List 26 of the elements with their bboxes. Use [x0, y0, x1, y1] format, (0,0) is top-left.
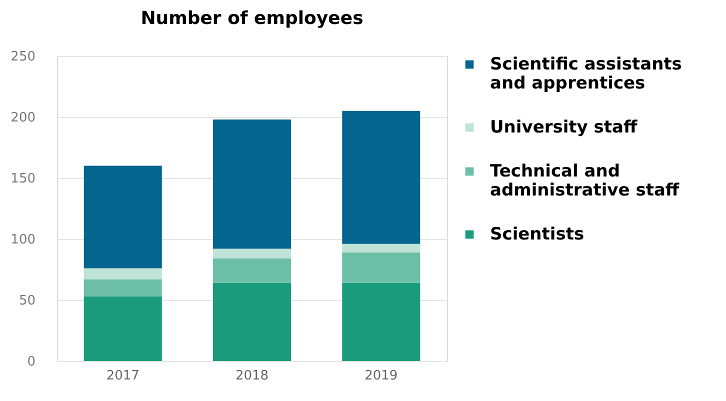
bar [342, 252, 420, 283]
y-tick-label: 200 [10, 110, 36, 126]
bar [213, 248, 291, 259]
legend-label: Scientific assistants and apprentices [490, 54, 682, 94]
bar [84, 279, 162, 296]
bar [84, 268, 162, 280]
bar [213, 282, 291, 361]
y-tick-label: 50 [18, 294, 36, 308]
x-tick-label: 2018 [235, 368, 269, 384]
legend-label: University staff [490, 118, 638, 138]
bar [213, 258, 291, 283]
x-tick-label: 2019 [364, 368, 398, 384]
y-tick-label: 150 [10, 172, 36, 186]
bar [342, 244, 420, 252]
bar [84, 296, 162, 361]
y-tick-label: 0 [27, 354, 36, 370]
legend-label: Technical and administrative staff [490, 162, 680, 200]
bar [342, 282, 420, 361]
bar [84, 166, 162, 268]
chart-title: Number of employees [140, 8, 364, 29]
y-tick-label: 100 [10, 232, 36, 248]
legend-label: Scientists [490, 224, 584, 244]
bar [342, 110, 420, 244]
bar [213, 119, 291, 249]
x-tick-label: 2017 [106, 368, 140, 384]
y-tick-label: 250 [10, 50, 36, 64]
